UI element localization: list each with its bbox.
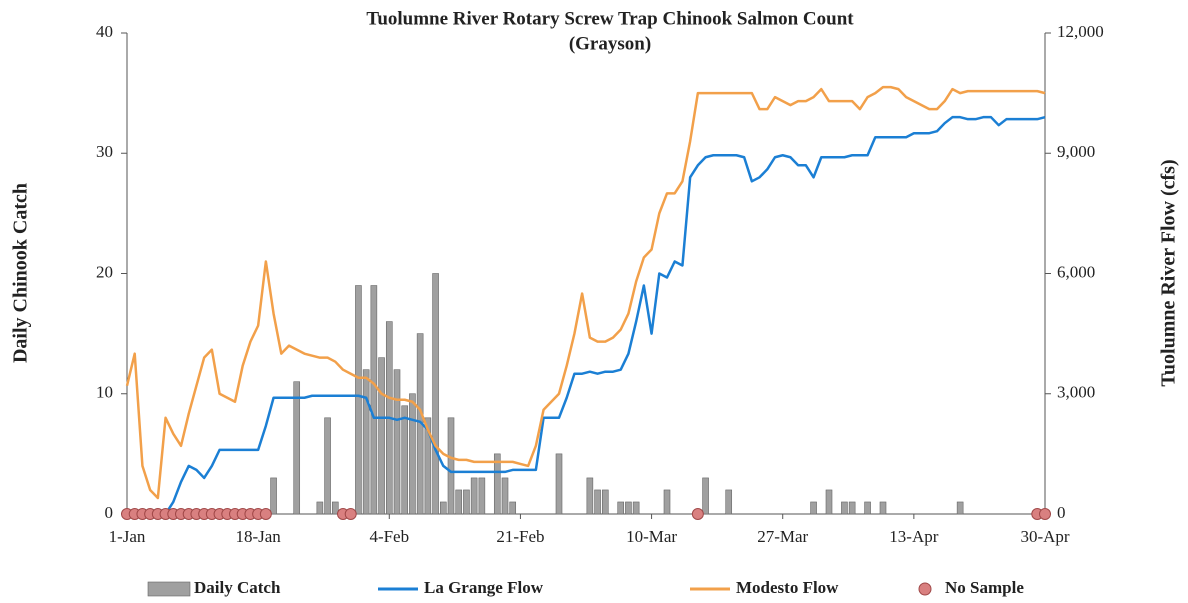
bar (455, 489, 463, 515)
bar (316, 501, 324, 515)
bar (447, 417, 455, 515)
bar (293, 381, 301, 515)
point (1039, 508, 1051, 520)
legend-swatch (918, 582, 932, 596)
x-tick-label: 27-Mar (757, 527, 808, 546)
bar (725, 489, 733, 515)
bar (270, 477, 277, 515)
bar (362, 369, 370, 515)
x-tick-label: 18-Jan (235, 527, 281, 546)
bar (841, 501, 848, 515)
x-tick-label: 10-Mar (626, 527, 677, 546)
legend-swatch (147, 581, 191, 597)
bar (555, 453, 563, 515)
chart-subtitle: (Grayson) (569, 33, 651, 54)
bar (401, 405, 409, 515)
y-tick-label: 40 (96, 22, 113, 41)
bar (393, 369, 401, 515)
x-tick-label: 1-Jan (109, 527, 146, 546)
bar (470, 477, 478, 515)
bar (864, 501, 871, 515)
x-tick-label: 21-Feb (496, 527, 544, 546)
bar (324, 417, 331, 515)
bar (956, 501, 964, 515)
bar (463, 489, 470, 515)
y2-tick-label: 3,000 (1057, 383, 1095, 402)
bar (478, 477, 486, 515)
bar (702, 477, 709, 515)
y2-tick-label: 6,000 (1057, 262, 1095, 281)
bar (594, 489, 601, 515)
y-tick-label: 0 (105, 503, 114, 522)
y-tick-label: 30 (96, 142, 113, 161)
bar (848, 501, 856, 515)
bar (509, 501, 517, 515)
bar (879, 501, 887, 515)
bar (432, 273, 439, 515)
y-axis-label: Daily Chinook Catch (10, 183, 32, 363)
legend-label: Daily Catch (194, 578, 281, 597)
bar (331, 501, 339, 515)
bar (439, 501, 447, 515)
x-tick-label: 13-Apr (889, 527, 938, 546)
y2-tick-label: 12,000 (1057, 22, 1104, 41)
bar (409, 393, 416, 515)
bar (625, 501, 632, 515)
bar (493, 453, 501, 515)
y2-tick-label: 9,000 (1057, 142, 1095, 161)
line (125, 85, 1046, 500)
point (259, 508, 272, 520)
bar (632, 501, 640, 515)
chart-title: Tuolumne River Rotary Screw Trap Chinook… (366, 8, 854, 29)
point (691, 508, 704, 520)
legend-label: Modesto Flow (736, 578, 839, 597)
bar (617, 501, 625, 515)
y2-tick-label: 0 (1057, 503, 1066, 522)
bar (601, 489, 609, 515)
x-tick-label: 30-Apr (1020, 527, 1069, 546)
bar (378, 357, 385, 515)
legend-label: No Sample (945, 578, 1024, 597)
line (127, 115, 1046, 516)
y2-axis-label: Tuolumne River Flow (cfs) (1158, 159, 1180, 386)
bar (586, 477, 594, 515)
point (344, 508, 357, 520)
bar (663, 489, 671, 515)
legend-label: La Grange Flow (424, 578, 544, 597)
bar (501, 477, 509, 515)
bar (370, 285, 378, 515)
bar (424, 417, 432, 515)
y-tick-label: 10 (96, 383, 113, 402)
bar (810, 501, 817, 515)
bar (825, 489, 833, 515)
y-tick-label: 20 (96, 262, 113, 281)
x-tick-label: 4-Feb (369, 527, 409, 546)
bar (355, 285, 362, 515)
